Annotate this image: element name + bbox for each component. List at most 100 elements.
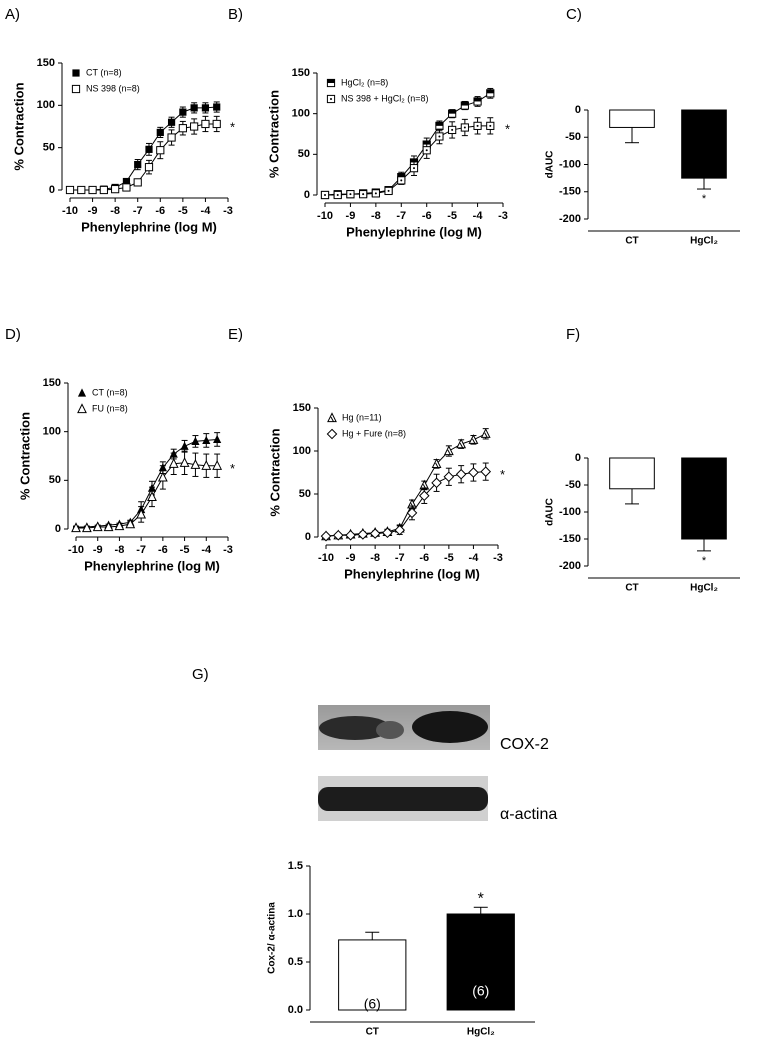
marker: [473, 121, 482, 130]
marker: [346, 190, 355, 199]
panel-label: B): [228, 6, 243, 23]
legend-label: Hg + Fure (n=8): [342, 428, 406, 438]
legend-label: NS 398 + HgCl₂ (n=8): [341, 93, 429, 103]
series-line: [76, 462, 218, 529]
marker-shape: [201, 460, 212, 470]
y-tick-label: 0: [304, 189, 310, 201]
y-tick-label: 0.0: [288, 1004, 303, 1016]
marker-shape: [394, 524, 406, 536]
y-tick-label: 0: [305, 531, 311, 543]
marker-shape: [81, 522, 92, 533]
marker-shape: [332, 529, 344, 541]
marker: [133, 178, 142, 187]
y-tick-label: -200: [559, 560, 581, 572]
marker: [103, 521, 114, 532]
marker-fill: [473, 97, 482, 102]
marker-hatch: [459, 442, 464, 448]
y-tick-label: 50: [43, 142, 55, 154]
marker: [326, 94, 336, 104]
marker: [190, 104, 198, 112]
x-tick-label: -8: [371, 210, 381, 222]
marker: [134, 161, 142, 169]
marker-shape: [431, 458, 442, 468]
x-tick-label: -9: [93, 544, 103, 556]
marker-hatch: [435, 462, 439, 468]
marker-dot: [330, 98, 332, 100]
annotation: *: [478, 890, 484, 907]
marker: [201, 119, 210, 129]
marker: [371, 189, 380, 198]
marker-dot: [336, 194, 339, 196]
marker: [71, 84, 81, 94]
x-tick-label: HgCl₂: [467, 1027, 495, 1038]
marker-dot: [489, 124, 492, 127]
annotation: *: [230, 461, 235, 476]
y-tick-label: 150: [37, 57, 55, 69]
marker: [460, 101, 469, 110]
marker-shape: [125, 518, 136, 529]
y-tick-label: 100: [37, 99, 55, 111]
x-tick-label: -9: [346, 552, 356, 564]
x-tick-label: -4: [473, 210, 484, 222]
panel-label: F): [566, 326, 580, 343]
error-bar: [473, 906, 488, 914]
marker-shape: [122, 177, 131, 186]
x-tick-label: -10: [62, 205, 78, 217]
bar-label: (6): [472, 983, 489, 999]
y-tick-label: -50: [565, 479, 581, 491]
marker-shape: [480, 466, 492, 477]
marker-shape: [443, 471, 455, 483]
marker-shape: [212, 119, 221, 129]
y-tick-label: 100: [292, 108, 310, 120]
x-axis-label: Phenylephrine (log M): [84, 558, 220, 573]
marker-hatch: [330, 416, 334, 422]
annotation: *: [505, 121, 510, 136]
x-tick-label: -4: [469, 552, 480, 564]
x-axis-label: Phenylephrine (log M): [81, 219, 217, 234]
marker: [473, 97, 482, 106]
marker: [201, 104, 210, 112]
marker: [359, 190, 368, 199]
bar: [681, 109, 727, 179]
marker-shape: [327, 412, 337, 423]
marker-dot: [425, 149, 428, 152]
marker: [77, 403, 87, 414]
x-tick-label: HgCl₂: [690, 236, 718, 247]
y-axis-label: dAUC: [545, 498, 556, 526]
marker: [77, 185, 86, 195]
marker-shape: [468, 434, 479, 444]
x-tick-label: CT: [625, 583, 638, 594]
marker: [406, 507, 418, 519]
marker: [435, 132, 444, 141]
marker: [357, 529, 369, 540]
marker-hatch: [484, 432, 488, 438]
marker-shape: [190, 104, 198, 112]
marker-shape: [202, 435, 211, 445]
y-tick-label: 1.0: [288, 908, 303, 920]
x-tick-label: -6: [419, 552, 429, 564]
y-tick-label: -150: [559, 186, 581, 198]
legend-label: HgCl₂ (n=8): [341, 77, 388, 87]
marker-shape: [77, 388, 87, 397]
x-tick-label: -3: [223, 544, 233, 556]
y-axis-label: Cox-2/ α-actina: [267, 902, 278, 974]
marker-dot: [451, 128, 454, 131]
marker-shape: [72, 69, 80, 77]
marker-dot: [413, 167, 415, 170]
annotation: *: [230, 119, 235, 134]
marker: [156, 146, 165, 155]
marker: [332, 529, 344, 541]
marker-shape: [167, 118, 176, 126]
bar: [609, 109, 655, 128]
marker-shape: [88, 185, 97, 195]
marker: [147, 491, 157, 501]
marker-shape: [111, 185, 120, 194]
x-tick-label: -8: [110, 205, 120, 217]
marker: [92, 521, 103, 532]
x-tick-label: -7: [133, 205, 143, 217]
marker: [382, 527, 393, 539]
x-tick-label: -6: [155, 205, 165, 217]
marker-dot: [362, 193, 365, 196]
marker-shape: [213, 103, 221, 111]
x-tick-label: HgCl₂: [690, 583, 718, 594]
